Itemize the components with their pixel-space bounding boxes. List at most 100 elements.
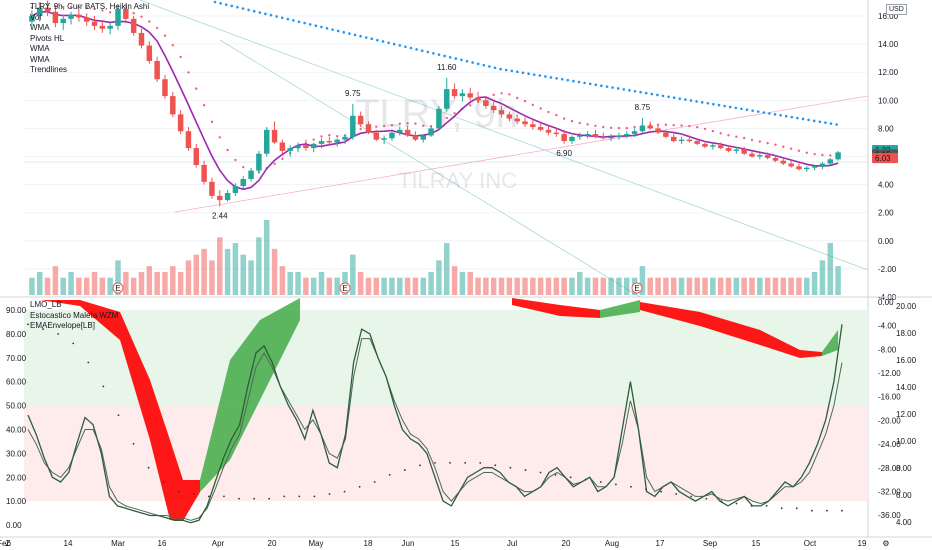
- volume-bar: [357, 271, 364, 295]
- wma-dot: [264, 12, 267, 16]
- envelope-dot: [388, 473, 391, 476]
- candle-body: [130, 18, 137, 33]
- volume-bar: [459, 271, 466, 295]
- indicator-far-right-tick: 4.00: [896, 518, 912, 527]
- volume-bar: [694, 277, 700, 295]
- volume-bar: [420, 277, 426, 295]
- wma-dot-red: [789, 147, 793, 150]
- envelope-dot: [599, 481, 602, 483]
- candle-body: [256, 153, 262, 171]
- legend-item-wma-2[interactable]: WMA: [30, 44, 50, 53]
- volume-bar: [819, 260, 826, 295]
- envelope-dot: [343, 490, 346, 493]
- wma-dot-red: [742, 136, 746, 140]
- legend-item-stoch[interactable]: Estocastico Maleta WZM: [30, 310, 119, 320]
- wma-dot-red: [797, 149, 801, 152]
- wma-dot-red: [242, 165, 245, 169]
- wma-dot-red: [500, 92, 503, 95]
- wma-dot: [706, 101, 710, 105]
- wma-dot: [644, 91, 648, 95]
- wma-dot-red: [469, 104, 472, 107]
- wma-dot: [252, 9, 256, 13]
- candle-body: [60, 18, 66, 24]
- wma-dot-red: [273, 162, 276, 166]
- wma-dot: [499, 67, 502, 71]
- wma-dot: [258, 11, 262, 14]
- wma-dot: [224, 3, 228, 6]
- legend-item-wma[interactable]: WMA: [30, 23, 50, 32]
- candle-body: [467, 93, 473, 98]
- volume-bar: [764, 277, 771, 295]
- wma-dot-red: [492, 93, 495, 97]
- wma-dot: [745, 108, 749, 112]
- wma-dot-red: [69, 5, 73, 9]
- wma-dot: [717, 103, 721, 107]
- legend-item-trendlines[interactable]: Trendlines: [30, 65, 68, 74]
- envelope-dot: [584, 478, 587, 481]
- earnings-marker-label: E: [115, 284, 120, 293]
- wma-dot-red: [85, 6, 88, 10]
- wma-dot: [359, 34, 362, 38]
- candle-body: [545, 129, 552, 133]
- wma-dot: [297, 20, 301, 24]
- wma-dot-red: [281, 157, 284, 161]
- envelope-dot: [72, 342, 75, 345]
- wma-dot: [572, 79, 575, 83]
- legend-symbol[interactable]: TLRY, 9h, Curr BATS, Heikin Ashi: [30, 2, 150, 11]
- candle-body: [177, 114, 184, 132]
- wma-dot: [236, 5, 239, 9]
- envelope-dot: [479, 462, 482, 464]
- wma-dot: [336, 29, 340, 33]
- wma-dot: [241, 7, 245, 10]
- candle-body: [741, 149, 747, 154]
- volume-bar: [717, 277, 724, 295]
- wma-dot: [415, 48, 418, 51]
- indicator-right-tick: -20.00: [878, 416, 901, 425]
- envelope-dot: [449, 462, 451, 464]
- wma-dot-red: [711, 129, 715, 133]
- pivot-label: 11.60: [437, 63, 457, 72]
- envelope-dot: [87, 361, 90, 364]
- wma-dot: [824, 121, 827, 124]
- wma-dot-red: [320, 135, 323, 138]
- indicator-right-tick: -4.00: [878, 322, 897, 331]
- wma-dot-red: [390, 123, 394, 127]
- volume-bar: [115, 260, 121, 295]
- candle-body: [44, 7, 51, 12]
- wma-dot-red: [813, 152, 816, 156]
- wma-dot-red: [829, 154, 832, 157]
- candle-body: [835, 152, 841, 160]
- envelope-dot: [147, 466, 150, 469]
- volume-bar: [796, 277, 802, 295]
- legend-item-lmo[interactable]: LMO_LB: [30, 300, 62, 309]
- earnings-marker-label: E: [342, 284, 347, 293]
- wma-dot-red: [735, 135, 738, 138]
- wma-dot-red: [359, 127, 362, 131]
- volume-bar: [373, 277, 380, 295]
- wma-dot: [342, 30, 346, 34]
- time-tick-label: 16: [158, 539, 167, 548]
- indicator-left-tick: 60.00: [6, 378, 27, 387]
- legend-item-pivots[interactable]: Pivots HL: [30, 33, 65, 43]
- candle-body: [616, 135, 622, 137]
- wma-dot-red: [508, 93, 511, 96]
- volume-bar: [600, 277, 607, 295]
- candle-body: [91, 21, 98, 26]
- indicator-left-tick: 40.00: [6, 425, 27, 434]
- legend-item-wma-3[interactable]: WMA: [30, 54, 50, 64]
- legend-item-vol[interactable]: Vol: [30, 12, 42, 22]
- wma-dot: [387, 41, 390, 45]
- wma-dot: [510, 69, 514, 73]
- volume-bar: [741, 277, 747, 295]
- wma-dot: [594, 83, 598, 87]
- candle-body: [553, 132, 560, 135]
- candle-body: [52, 11, 59, 24]
- legend-item-ema-envelope[interactable]: EMAEnvelope[LB]: [30, 321, 95, 330]
- wma-dot: [796, 116, 799, 120]
- wma-dot: [784, 114, 788, 118]
- wma-dot-red: [171, 44, 174, 47]
- wma-dot-red: [93, 7, 96, 11]
- candle-body: [686, 139, 693, 142]
- currency-button[interactable]: USD: [886, 4, 907, 15]
- wma-dot: [689, 99, 693, 102]
